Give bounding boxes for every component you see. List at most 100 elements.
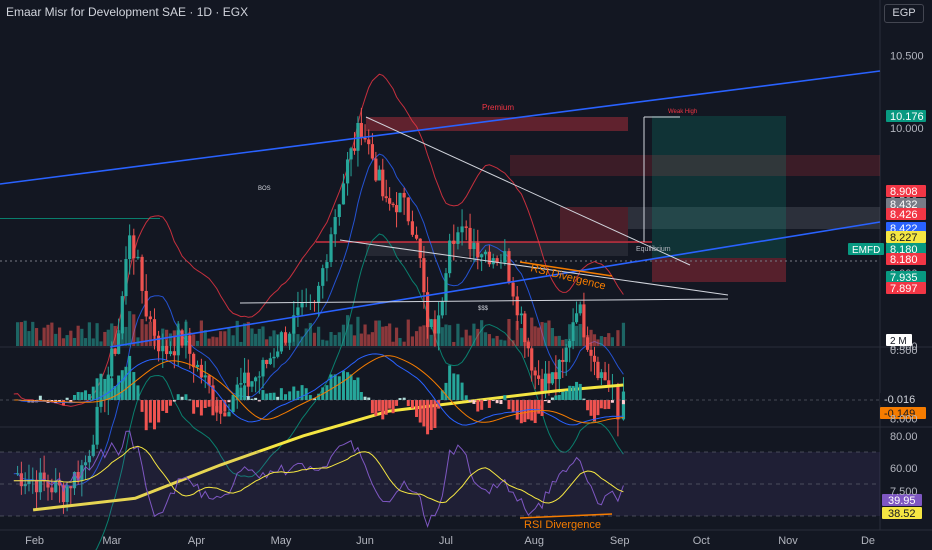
candle-body [491, 258, 495, 265]
candle-body [195, 364, 200, 368]
channel-top [0, 70, 881, 185]
macd-histogram-bar [276, 396, 280, 400]
macd-histogram-bar [211, 400, 215, 416]
macd-histogram-bar [464, 395, 468, 400]
candle-body [207, 375, 211, 386]
volume-bar [554, 336, 558, 346]
macd-histogram-bar [42, 400, 46, 401]
candle-body [124, 259, 128, 297]
sma-200 [32, 383, 624, 512]
candle-body [483, 251, 488, 255]
price-label-badge [886, 243, 926, 255]
candle-body [42, 472, 46, 482]
volume-bar [456, 323, 460, 346]
volume-bar [199, 320, 203, 346]
macd-histogram-bar [95, 378, 99, 400]
rsi-tick-label: 80.00 [890, 431, 918, 443]
volume-bar [333, 334, 337, 346]
volume-bar [394, 327, 399, 346]
macd-histogram-bar [596, 400, 600, 416]
candle-body [414, 234, 419, 239]
candle-body [571, 322, 575, 341]
macd-histogram-bar [557, 394, 561, 400]
volume-bar [381, 326, 385, 346]
candle-body [487, 251, 491, 265]
candle-body [23, 484, 27, 487]
macd-histogram-bar [402, 397, 406, 400]
volume-bar [265, 339, 269, 346]
macd-histogram-bar [363, 396, 367, 400]
volume-bar [57, 327, 62, 346]
annotation-bos: BOS [258, 186, 271, 192]
macd-histogram-bar [69, 400, 73, 403]
candle-body [515, 296, 519, 316]
volume-bar [374, 320, 378, 346]
volume-bar [80, 328, 84, 346]
candle-body [468, 227, 472, 250]
macd-histogram-bar [341, 370, 345, 400]
rsi-value-badge [882, 494, 922, 506]
volume-bar [312, 332, 317, 346]
macd-histogram-bar [58, 400, 62, 402]
macd-histogram-bar [472, 400, 476, 404]
volume-bar [519, 328, 523, 346]
volume-bar [537, 327, 541, 346]
macd-histogram-bar [288, 391, 292, 400]
candle-body [599, 372, 603, 379]
candle-body [239, 383, 243, 385]
volume-bar [592, 334, 597, 346]
macd-histogram-bar [418, 400, 422, 423]
macd-histogram-bar [537, 400, 541, 414]
candles [15, 107, 626, 514]
time-tick-label: May [271, 535, 292, 547]
macd-histogram-bar [239, 387, 243, 400]
volume-bar [106, 329, 110, 346]
volume-bar [42, 327, 46, 346]
volume-bar [543, 322, 548, 346]
macd-histogram-bar [250, 398, 254, 400]
demand-line [0, 218, 160, 219]
volume-bar [296, 334, 300, 346]
volume-bar [246, 321, 250, 346]
macd-histogram-bar [519, 400, 523, 424]
candle-body [391, 203, 395, 206]
macd-histogram-bar [203, 400, 207, 408]
macd-histogram-bar [540, 400, 544, 416]
candle-body [564, 347, 568, 362]
candle-body [410, 221, 415, 235]
volume-bar [76, 325, 80, 346]
annotation-premium: Premium [482, 103, 514, 112]
volume-bar [99, 341, 103, 346]
macd-histogram-bar [346, 372, 350, 400]
volume-bar [250, 328, 254, 346]
macd-histogram-bar [65, 397, 69, 400]
candle-body [136, 256, 140, 259]
volume-bar [610, 337, 615, 346]
volume-bar [550, 327, 555, 346]
macd-histogram-bar [495, 400, 499, 404]
candle-body [444, 273, 448, 302]
volume-bar [19, 322, 23, 346]
candle-body [329, 234, 333, 263]
candle-body [377, 169, 381, 181]
macd-histogram-bar [433, 400, 437, 429]
macd-histogram-bar [370, 400, 374, 414]
volume-bar [363, 324, 367, 346]
macd-histogram-bar [254, 397, 258, 400]
macd-histogram-bar [148, 400, 152, 423]
macd-histogram-bar [192, 400, 196, 414]
macd-histogram-bar [300, 385, 304, 400]
volume-bar [398, 337, 402, 346]
candle-body [38, 472, 42, 493]
volume-bar [370, 332, 375, 346]
price-label-badge [886, 282, 926, 294]
macd-histogram-bar [507, 400, 511, 410]
volume-bar [337, 332, 341, 346]
candle-body [279, 332, 283, 352]
macd-histogram-bar [103, 378, 107, 400]
volume-bar [345, 315, 350, 346]
signal-value-badge [880, 407, 926, 419]
candle-body [582, 304, 586, 338]
currency-button[interactable]: EGP [884, 4, 924, 23]
